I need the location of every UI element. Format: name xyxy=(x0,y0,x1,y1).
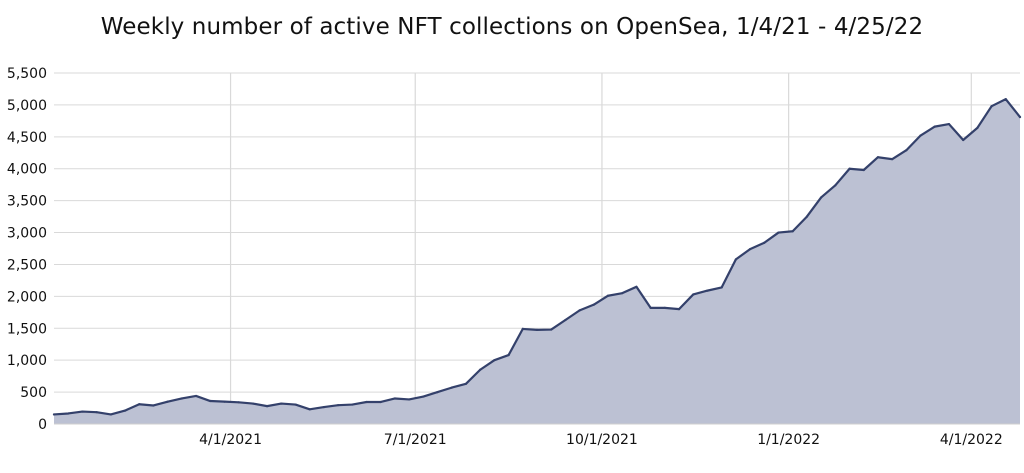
y-tick-label: 4,500 xyxy=(7,130,47,146)
data-point xyxy=(720,286,723,289)
data-point xyxy=(947,122,951,126)
data-point xyxy=(621,292,624,295)
data-point xyxy=(436,390,439,394)
data-point xyxy=(479,368,482,371)
data-point xyxy=(820,196,823,199)
data-point xyxy=(962,138,965,142)
chart-title: Weekly number of active NFT collections … xyxy=(100,14,924,40)
data-point xyxy=(265,405,269,408)
data-point xyxy=(777,231,780,234)
data-point xyxy=(308,408,311,411)
data-point xyxy=(763,241,766,244)
y-tick-label: 3,500 xyxy=(7,194,47,210)
data-point xyxy=(52,413,56,416)
data-point xyxy=(67,412,70,415)
x-tick-label: 10/1/2021 xyxy=(566,432,638,448)
y-tick-label: 0 xyxy=(38,417,47,433)
data-point xyxy=(734,258,737,261)
data-point xyxy=(393,397,397,400)
data-point xyxy=(422,395,425,398)
y-tick-label: 1,500 xyxy=(7,321,47,337)
data-point xyxy=(990,105,993,108)
data-point xyxy=(237,401,240,404)
data-point xyxy=(649,306,652,309)
axes: 0 500 1,000 1,500 2,000 2,500 3,000 3,500 4,000 4… xyxy=(7,66,1020,448)
data-point xyxy=(677,308,681,311)
y-tick-label: 3,000 xyxy=(7,226,47,242)
data-point xyxy=(635,285,638,288)
data-point xyxy=(834,184,837,187)
data-point xyxy=(535,328,539,331)
data-point xyxy=(862,168,865,172)
data-point xyxy=(194,394,198,398)
data-point xyxy=(450,386,453,389)
data-point xyxy=(379,400,382,404)
data-point xyxy=(805,215,809,218)
data-point xyxy=(692,293,695,296)
data-point xyxy=(521,327,524,331)
y-tick-label: 1,000 xyxy=(7,353,47,369)
data-point xyxy=(81,410,84,413)
data-point xyxy=(706,289,709,292)
data-point xyxy=(1018,115,1022,119)
y-tick-label: 5,000 xyxy=(7,98,47,114)
data-point xyxy=(933,125,936,128)
data-point xyxy=(606,294,610,297)
data-point xyxy=(791,230,794,233)
data-point xyxy=(251,402,254,405)
data-point xyxy=(95,411,98,414)
data-point xyxy=(351,403,354,406)
data-point xyxy=(322,405,326,409)
data-point xyxy=(280,402,283,405)
area-fill xyxy=(54,99,1020,425)
data-point xyxy=(464,382,468,385)
y-tick-label: 500 xyxy=(20,385,47,401)
data-point xyxy=(876,156,880,159)
data-point xyxy=(123,409,127,412)
data-point xyxy=(564,318,567,322)
data-point xyxy=(365,400,368,404)
y-tick-label: 2,500 xyxy=(7,257,47,273)
data-point xyxy=(1004,98,1007,101)
data-point xyxy=(294,403,297,406)
data-point xyxy=(408,398,411,401)
data-point xyxy=(166,400,169,403)
data-point xyxy=(180,397,183,400)
data-point xyxy=(592,303,595,306)
data-point xyxy=(493,359,496,362)
x-tick-label: 1/1/2022 xyxy=(757,432,820,448)
data-point xyxy=(109,413,112,416)
x-tick-label: 7/1/2021 xyxy=(384,432,447,448)
data-point xyxy=(748,248,752,251)
data-point xyxy=(848,167,851,170)
data-point xyxy=(209,399,212,403)
y-tick-label: 2,000 xyxy=(7,289,47,305)
x-tick-label: 4/1/2022 xyxy=(940,432,1003,448)
data-point xyxy=(919,134,922,137)
data-point xyxy=(663,306,666,309)
data-point xyxy=(578,309,581,312)
data-point xyxy=(337,404,340,407)
data-point xyxy=(905,149,908,152)
data-point xyxy=(891,158,894,161)
data-point xyxy=(152,404,155,407)
data-point xyxy=(550,328,553,331)
data-point xyxy=(223,400,226,403)
data-point xyxy=(507,353,510,357)
y-tick-label: 5,500 xyxy=(7,66,47,82)
data-point xyxy=(976,126,979,129)
x-tick-label: 4/1/2021 xyxy=(199,432,262,448)
y-tick-label: 4,000 xyxy=(7,162,47,178)
plot-area xyxy=(52,98,1022,425)
data-point xyxy=(138,403,141,406)
